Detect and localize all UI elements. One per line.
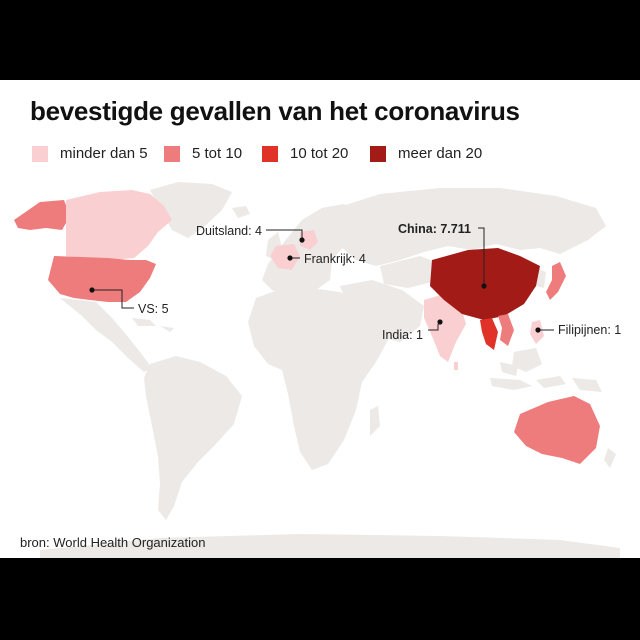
world-map xyxy=(14,182,620,558)
label-duitsland: Duitsland: 4 xyxy=(196,224,263,238)
central-asia xyxy=(380,256,446,288)
leader-lines xyxy=(92,227,554,331)
legend-label: 10 tot 20 xyxy=(290,145,349,162)
dot-filipijnen xyxy=(535,327,541,333)
label-china: China: 7.711 xyxy=(398,222,471,236)
map-title: bevestigde gevallen van het coronavirus xyxy=(30,96,520,126)
leader-dots xyxy=(89,237,541,333)
label-vs: VS: 5 xyxy=(138,302,169,316)
thailand xyxy=(480,318,498,350)
indonesia xyxy=(490,362,602,392)
dot-india xyxy=(437,319,443,325)
dot-vs xyxy=(89,287,95,293)
south-america xyxy=(144,356,242,520)
leader-duitsland xyxy=(266,229,303,238)
africa xyxy=(248,288,388,470)
dot-frankrijk xyxy=(287,255,293,261)
caribbean xyxy=(132,318,174,332)
map-panel: bevestigde gevallen van het coronavirus … xyxy=(0,80,640,558)
antarctica xyxy=(40,534,620,558)
germany xyxy=(300,230,318,250)
canada xyxy=(66,190,172,260)
middle-east xyxy=(340,280,424,342)
label-india: India: 1 xyxy=(382,328,424,342)
new-zealand xyxy=(604,448,616,468)
legend-swatch xyxy=(164,146,180,162)
legend-swatch xyxy=(370,146,386,162)
russia xyxy=(330,188,606,266)
india xyxy=(424,294,466,362)
legend-label: minder dan 5 xyxy=(60,145,148,162)
legend-swatch xyxy=(262,146,278,162)
greenland xyxy=(150,182,232,238)
australia xyxy=(514,396,600,464)
land-base xyxy=(40,182,620,558)
label-filipijnen: Filipijnen: 1 xyxy=(558,323,622,337)
legend-swatch xyxy=(32,146,48,162)
dot-duitsland xyxy=(299,237,305,243)
legend-label: 5 tot 10 xyxy=(192,145,243,162)
leader-vs xyxy=(92,289,134,309)
vietnam xyxy=(498,314,514,346)
iceland xyxy=(232,206,250,218)
madagascar xyxy=(370,406,380,436)
usa xyxy=(48,256,156,302)
sri-lanka xyxy=(454,362,458,370)
legend-label: meer dan 20 xyxy=(398,145,483,162)
japan xyxy=(546,262,566,300)
europe xyxy=(262,204,360,296)
france xyxy=(270,244,300,270)
dot-china xyxy=(481,283,487,289)
central-america xyxy=(60,298,152,372)
source-note: bron: World Health Organization xyxy=(20,535,206,550)
leader-india xyxy=(428,324,439,331)
leader-china xyxy=(478,227,485,284)
alaska xyxy=(14,200,70,230)
label-frankrijk: Frankrijk: 4 xyxy=(304,252,366,266)
borneo xyxy=(512,348,542,372)
